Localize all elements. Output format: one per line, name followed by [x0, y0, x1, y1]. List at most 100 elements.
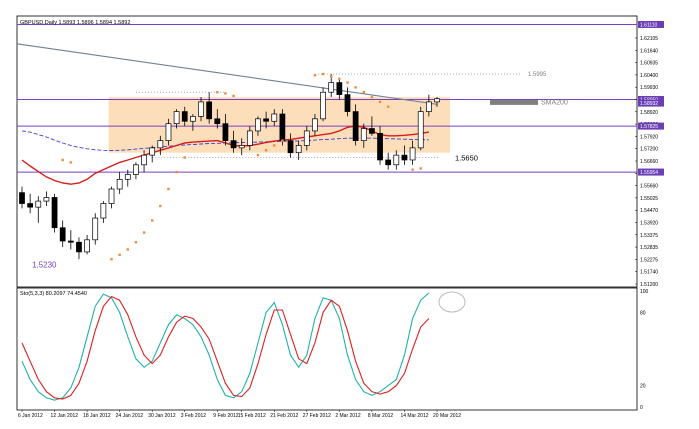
stochastic-tick-label-1: 80 — [640, 310, 646, 316]
sar-dot-12 — [216, 91, 219, 94]
time-tick-label-6: 9 Feb 2012 — [213, 413, 239, 419]
candle-body-29 — [255, 118, 261, 132]
time-tick-label-11: 8 Mar 2012 — [368, 413, 394, 419]
sar-dot-8 — [159, 204, 162, 208]
sar-dot-20 — [321, 72, 325, 76]
time-tick-label-2: 18 Jan 2012 — [83, 413, 111, 419]
price-tick-label-9: 1.57200 — [640, 147, 658, 153]
sar-dot-17 — [273, 144, 276, 147]
candle-30 — [263, 111, 269, 129]
stochastic-series-0 — [21, 292, 430, 401]
candle-body-36 — [312, 118, 318, 132]
candle-50 — [425, 94, 432, 117]
candle-0 — [19, 186, 25, 209]
candle-body-35 — [303, 130, 310, 146]
candle-body-26 — [230, 140, 237, 149]
sar-dot-26 — [370, 95, 374, 99]
price-marker-box-3 — [638, 122, 664, 130]
candle-12 — [116, 172, 123, 194]
candle-1 — [27, 193, 34, 214]
sar-dot-19 — [313, 74, 317, 77]
candle-body-13 — [124, 174, 131, 180]
sar-dot-14 — [232, 94, 235, 98]
candle-body-48 — [409, 147, 416, 161]
sar-dot-24 — [354, 86, 357, 89]
candle-body-49 — [417, 111, 424, 149]
sar-dot-0 — [61, 158, 64, 162]
sar-dot-22 — [338, 77, 341, 81]
price-tick-label-14: 1.54470 — [640, 208, 658, 214]
candle-37 — [320, 87, 326, 122]
support-resistance-lines — [17, 23, 637, 173]
candle-body-33 — [287, 140, 294, 154]
price-marker-label-0: 1.61110 — [640, 22, 658, 28]
candle-8 — [84, 234, 90, 255]
candle-36 — [312, 113, 318, 136]
candle-body-12 — [116, 178, 123, 190]
candle-14 — [133, 162, 139, 180]
price-tick-label-8: 1.57920 — [640, 134, 658, 140]
price-tick-label-19: 1.51740 — [640, 270, 658, 276]
candle-body-2 — [35, 200, 42, 208]
time-tick-label-8: 21 Feb 2012 — [270, 413, 298, 419]
sar-dot-10 — [175, 170, 178, 174]
level-lines — [135, 73, 520, 158]
sar-dot-5 — [134, 241, 138, 244]
candle-22 — [198, 97, 204, 122]
price-tick-label-4: 1.59930 — [640, 85, 658, 91]
candle-25 — [222, 113, 229, 146]
price-tick-label-18: 1.52275 — [640, 257, 658, 263]
annotation-1-5650: 1.5650 — [455, 154, 478, 163]
stochastic-tick-label-0: 100 — [640, 289, 649, 295]
sar-dot-2 — [110, 257, 113, 261]
candle-17 — [157, 135, 164, 156]
candle-body-51 — [434, 98, 440, 103]
sar-dot-1 — [69, 161, 73, 164]
sar-dot-30 — [419, 167, 422, 170]
candle-body-31 — [271, 113, 278, 122]
candle-body-4 — [51, 197, 58, 229]
candle-body-11 — [108, 188, 115, 204]
candle-21 — [190, 113, 196, 131]
stochastic-tick-label-2: 20 — [640, 384, 646, 390]
candle-body-17 — [157, 140, 164, 149]
time-tick-label-10: 2 Mar 2012 — [335, 413, 361, 419]
sar-dot-4 — [126, 248, 129, 251]
time-tick-label-4: 30 Jan 2012 — [148, 413, 176, 419]
candle-body-46 — [393, 154, 400, 166]
time-tick-label-7: 15 Feb 2012 — [238, 413, 266, 419]
candle-body-23 — [206, 101, 213, 120]
price-tick-label-1: 1.61640 — [640, 48, 658, 54]
candle-33 — [287, 133, 294, 158]
candle-body-15 — [141, 154, 147, 166]
stochastic-lines — [21, 291, 466, 401]
candle-11 — [108, 186, 115, 209]
stochastic-series-1 — [21, 295, 430, 400]
candle-3 — [43, 191, 50, 206]
candlesticks — [19, 74, 440, 260]
sar-dot-6 — [142, 231, 146, 234]
candle-body-8 — [84, 239, 90, 253]
candle-46 — [393, 150, 400, 170]
stochastic-title: Sto(5,3,3) 80.2097 74.4540 — [20, 291, 87, 297]
candle-body-38 — [328, 82, 335, 93]
candle-7 — [76, 237, 82, 260]
candle-body-9 — [92, 217, 99, 241]
range-box-rect — [108, 97, 451, 153]
candle-body-42 — [360, 128, 367, 141]
candle-body-50 — [425, 101, 432, 112]
price-marker-box-2 — [638, 99, 664, 107]
candle-body-28 — [246, 130, 253, 146]
time-tick-label-9: 27 Feb 2012 — [303, 413, 331, 419]
candle-47 — [401, 145, 408, 165]
candle-15 — [141, 150, 147, 173]
price-tick-label-3: 1.60400 — [640, 73, 658, 79]
candle-body-18 — [165, 123, 172, 141]
annotation-1-5230: 1.5230 — [32, 261, 57, 270]
time-tick-label-3: 24 Jan 2012 — [116, 413, 144, 419]
candle-body-1 — [27, 203, 34, 208]
highlight-circle — [438, 291, 466, 313]
parabolic-sar-dots — [61, 72, 422, 261]
candle-43 — [369, 116, 375, 136]
price-marker-label-2: 1.58932 — [640, 101, 658, 107]
